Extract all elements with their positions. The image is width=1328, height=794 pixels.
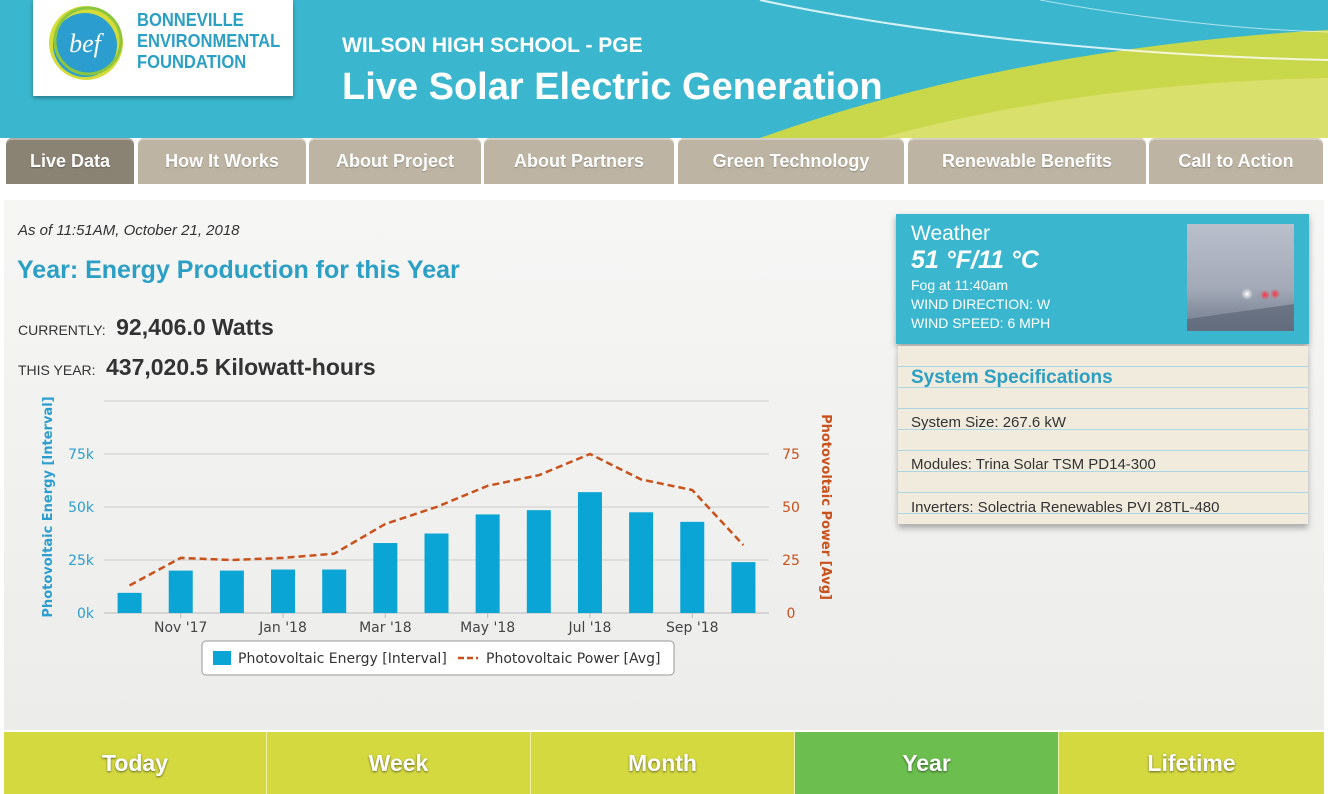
system-specifications: System Specifications System Size: 267.6… <box>898 346 1308 524</box>
y-right-tick-label: 0 <box>787 606 796 622</box>
y-right-tick-label: 50 <box>782 500 800 516</box>
energy-bar <box>424 533 449 613</box>
y-left-tick-label: 50k <box>68 500 95 516</box>
energy-chart: 0k 25k 50k 75k 0 25 50 75 Photovoltaic Energy [I… <box>41 396 833 676</box>
x-tick-label: May '18 <box>460 620 515 636</box>
energy-bar <box>168 570 193 613</box>
y-left-tick-label: 0k <box>77 606 95 622</box>
bef-logo[interactable]: bef BONNEVILLE ENVIRONMENTAL FOUNDATION <box>33 0 293 96</box>
legend-energy-swatch <box>213 651 231 665</box>
energy-bar <box>629 512 654 613</box>
bef-logo-mark: bef <box>69 29 105 58</box>
x-tick-label: Jan '18 <box>258 620 307 636</box>
specs-title: System Specifications <box>911 367 1113 388</box>
this-year-label: THIS YEAR: <box>18 362 96 378</box>
chart-legend <box>201 640 675 676</box>
tab-how-it-works[interactable]: How It Works <box>138 138 306 184</box>
y-right-tick-label: 25 <box>782 553 800 569</box>
current-power-label: CURRENTLY: <box>18 322 106 338</box>
wind-direction: WIND DIRECTION: W <box>911 296 1051 312</box>
x-tick-label: Nov '17 <box>154 620 207 636</box>
main-nav: Live Data How It Works About Project Abo… <box>0 138 1328 186</box>
x-tick-label: Sep '18 <box>666 620 719 636</box>
x-tick-label: Jul '18 <box>567 620 611 636</box>
period-tab-lifetime[interactable]: Lifetime <box>1059 732 1324 794</box>
x-tick-label: Mar '18 <box>359 620 412 636</box>
site-subtitle: WILSON HIGH SCHOOL - PGE <box>342 34 643 57</box>
this-year-value: 437,020.5 Kilowatt-hours <box>106 354 376 380</box>
spec-inverters: Inverters: Solectria Renewables PVI 28TL… <box>911 499 1220 516</box>
logo-wordmark: BONNEVILLE ENVIRONMENTAL FOUNDATION <box>137 10 280 73</box>
period-tab-month[interactable]: Month <box>531 732 795 794</box>
energy-bar <box>680 521 705 613</box>
weather-temperature: 51 °F/11 °C <box>911 246 1039 274</box>
period-tab-year[interactable]: Year <box>795 732 1059 794</box>
energy-bar <box>117 592 142 613</box>
page-title: Live Solar Electric Generation <box>342 66 883 108</box>
tab-call-to-action[interactable]: Call to Action <box>1149 138 1323 184</box>
logo-line-2: ENVIRONMENTAL <box>137 31 281 51</box>
energy-bar <box>271 569 296 613</box>
weather-widget: Weather 51 °F/11 °C Fog at 11:40am WIND … <box>896 214 1309 344</box>
as-of-timestamp: As of 11:51AM, October 21, 2018 <box>18 222 240 239</box>
energy-bar <box>373 543 398 613</box>
legend-power-label: Photovoltaic Power [Avg] <box>486 651 660 667</box>
weather-condition: Fog at 11:40am <box>911 277 1009 293</box>
y-right-axis-title: Photovoltaic Power [Avg] <box>818 414 833 600</box>
bef-logo-icon: bef <box>49 6 123 80</box>
header-swoosh-decoration <box>759 0 1328 138</box>
header-banner: bef BONNEVILLE ENVIRONMENTAL FOUNDATION … <box>0 0 1328 138</box>
fog-weather-photo-icon <box>1187 224 1294 331</box>
power-line <box>128 452 745 587</box>
energy-bar <box>219 570 244 613</box>
y-left-tick-label: 25k <box>68 553 95 569</box>
logo-line-1: BONNEVILLE <box>137 10 244 30</box>
tab-green-technology[interactable]: Green Technology <box>678 138 904 184</box>
tab-renewable-benefits[interactable]: Renewable Benefits <box>908 138 1146 184</box>
y-right-tick-label: 75 <box>782 447 800 463</box>
wind-speed: WIND SPEED: 6 MPH <box>911 315 1051 331</box>
energy-bar <box>322 569 347 613</box>
this-year-energy: THIS YEAR: 437,020.5 Kilowatt-hours <box>18 354 376 381</box>
period-selector: Today Week Month Year Lifetime <box>4 732 1324 794</box>
energy-bar <box>577 492 602 613</box>
legend-energy-label: Photovoltaic Energy [Interval] <box>238 651 447 667</box>
current-power: CURRENTLY: 92,406.0 Watts <box>18 314 274 341</box>
spec-system-size: System Size: 267.6 kW <box>911 414 1067 431</box>
period-tab-week[interactable]: Week <box>267 732 531 794</box>
current-power-value: 92,406.0 Watts <box>116 314 274 340</box>
spec-modules: Modules: Trina Solar TSM PD14-300 <box>911 456 1156 473</box>
weather-title: Weather <box>911 222 990 245</box>
tab-live-data[interactable]: Live Data <box>6 138 134 184</box>
energy-bar <box>731 562 756 613</box>
period-tab-today[interactable]: Today <box>4 732 267 794</box>
y-left-axis-title: Photovoltaic Energy [Interval] <box>41 396 56 617</box>
tab-about-partners[interactable]: About Partners <box>484 138 674 184</box>
y-left-tick-label: 75k <box>68 447 95 463</box>
energy-heading: Year: Energy Production for this Year <box>17 256 460 284</box>
tab-about-project[interactable]: About Project <box>309 138 481 184</box>
energy-bar <box>475 514 500 613</box>
logo-line-3: FOUNDATION <box>137 52 247 72</box>
energy-bar <box>526 510 551 613</box>
